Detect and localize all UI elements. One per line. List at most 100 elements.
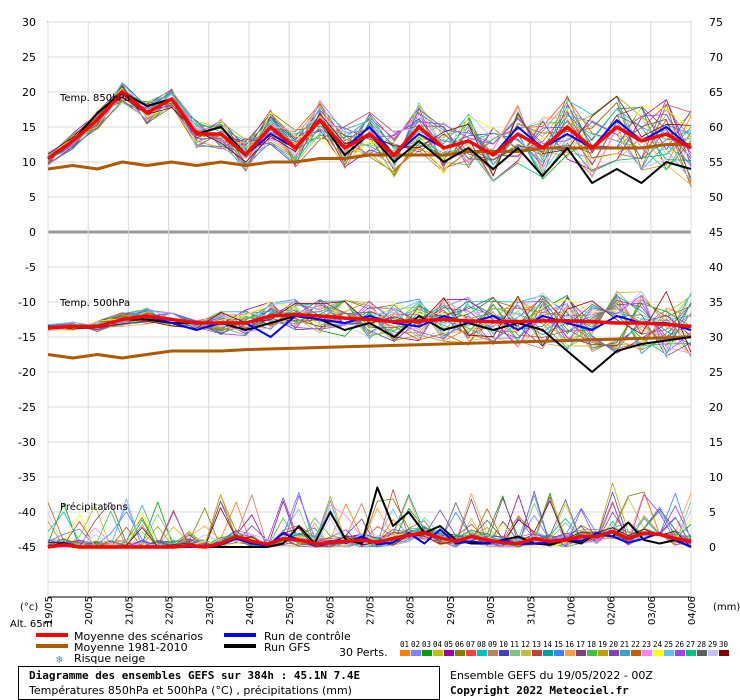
left-tick-label: -35 (18, 471, 36, 484)
right-tick-label: 70 (709, 51, 723, 64)
left-tick-label: 15 (22, 121, 36, 134)
member-swatch (719, 650, 729, 656)
member-swatch (686, 650, 696, 656)
right-tick-label: 65 (709, 86, 723, 99)
x-tick-label: 30/05 (486, 596, 497, 625)
right-axis-unit: (mm) (713, 602, 740, 613)
member-number: 11 (510, 640, 519, 649)
member-number: 07 (466, 640, 475, 649)
mean-line-t500 (47, 312, 692, 330)
member-number: 23 (642, 640, 651, 649)
member-number: 24 (653, 640, 663, 649)
member-number: 22 (631, 640, 640, 649)
member-number: 19 (598, 640, 607, 649)
member-swatch (587, 650, 597, 656)
x-tick-label: 27/05 (366, 596, 377, 625)
member-number: 01 (400, 640, 409, 649)
member-swatch (565, 650, 575, 656)
legend-mean: Moyenne des scénarios (74, 630, 203, 643)
member-line-t850 (47, 100, 692, 171)
legend-clim: Moyenne 1981-2010 (74, 641, 188, 654)
member-number: 08 (477, 640, 487, 649)
x-tick-label: 01/06 (566, 596, 577, 625)
legend: Moyenne des scénarios Moyenne 1981-2010 … (36, 630, 388, 666)
member-number: 17 (576, 640, 585, 649)
left-tick-label: -15 (18, 331, 36, 344)
member-swatch (708, 650, 718, 656)
x-tick-label: 21/05 (124, 596, 135, 625)
right-tick-label: 50 (709, 191, 723, 204)
right-tick-label: 35 (709, 296, 723, 309)
right-tick-label: 15 (709, 436, 723, 449)
right-tick-label: 60 (709, 121, 723, 134)
member-swatch (576, 650, 586, 656)
footer-title: Diagramme des ensembles GEFS sur 384h : … (29, 669, 361, 682)
left-tick-label: -25 (18, 401, 36, 414)
member-number: 28 (697, 640, 707, 649)
x-tick-label: 04/06 (687, 596, 698, 625)
member-swatch (455, 650, 465, 656)
member-line-t850 (47, 88, 692, 175)
member-swatch (422, 650, 432, 656)
right-tick-label: 40 (709, 261, 723, 274)
left-tick-label: 20 (22, 86, 36, 99)
panel-label-precip: Précipitations (60, 501, 128, 513)
member-line-t500 (47, 298, 692, 355)
left-tick-label: 5 (29, 191, 36, 204)
member-swatch (653, 650, 663, 656)
x-tick-label: 03/06 (647, 596, 658, 625)
right-tick-label: 5 (709, 506, 716, 519)
member-swatch (675, 650, 685, 656)
right-tick-label: 30 (709, 331, 723, 344)
member-swatch (477, 650, 487, 656)
member-swatch (543, 650, 553, 656)
member-line-t850 (47, 92, 692, 182)
left-tick-label: -5 (25, 261, 36, 274)
member-swatch (609, 650, 619, 656)
x-tick-label: 22/05 (165, 596, 176, 625)
x-tick-label: 29/05 (446, 596, 457, 625)
x-tick-label: 24/05 (245, 596, 256, 625)
legend-swatch-control (224, 633, 256, 637)
x-tick-label: 26/05 (325, 596, 336, 625)
clim-line-t500 (47, 335, 692, 360)
right-tick-label: 10 (709, 471, 723, 484)
footer-copyright: Copyright 2022 Meteociel.fr (450, 684, 629, 697)
member-number: 30 (719, 640, 729, 649)
member-number: 14 (543, 640, 553, 649)
left-tick-label: 25 (22, 51, 36, 64)
member-number: 10 (499, 640, 509, 649)
member-swatch (510, 650, 520, 656)
left-tick-label: -30 (18, 436, 36, 449)
member-swatch (444, 650, 454, 656)
member-line-precip (47, 500, 692, 548)
legend-gfs: Run GFS (264, 641, 310, 654)
right-tick-label: 55 (709, 156, 723, 169)
footer-subtitle: Températures 850hPa et 500hPa (°C) , pré… (29, 684, 352, 697)
x-tick-label: 23/05 (205, 596, 216, 625)
member-swatch (620, 650, 630, 656)
member-line-t850 (47, 89, 692, 182)
member-number: 16 (565, 640, 575, 649)
member-line-t850 (47, 90, 692, 171)
left-axis-unit: (°c) (20, 602, 38, 613)
member-line-precip (47, 512, 692, 548)
perturbations-label: 30 Perts. (339, 646, 388, 659)
member-number: 02 (411, 640, 420, 649)
altitude-label: Alt. 65m (10, 619, 52, 630)
main-series (46, 90, 692, 549)
member-number: 15 (554, 640, 563, 649)
left-tick-label: -45 (18, 541, 36, 554)
x-tick-label: 02/06 (607, 596, 618, 625)
left-tick-label: 30 (22, 16, 36, 29)
member-swatch (400, 650, 410, 656)
member-line-t850 (47, 86, 692, 179)
clim-line-t850 (47, 143, 691, 171)
member-line-t850 (47, 83, 692, 173)
member-number: 27 (686, 640, 695, 649)
legend-swatch-mean (36, 633, 68, 637)
right-tick-label: 20 (709, 401, 723, 414)
panel-label-t500: Temp. 500hPa (59, 298, 130, 309)
